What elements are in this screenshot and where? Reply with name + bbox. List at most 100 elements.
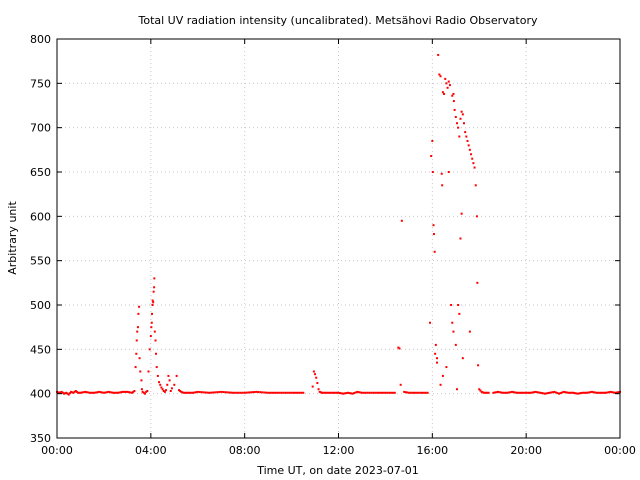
data-point (517, 391, 520, 394)
data-point (112, 391, 115, 394)
data-point (104, 391, 107, 394)
data-point (334, 391, 337, 394)
data-point (159, 383, 162, 386)
data-point (400, 219, 403, 222)
data-point (476, 281, 479, 284)
x-axis-label: Time UT, on date 2023-07-01 (256, 464, 419, 477)
data-point (72, 391, 75, 394)
data-point (208, 391, 211, 394)
data-point (465, 135, 468, 138)
data-point (214, 391, 217, 394)
data-point (528, 391, 531, 394)
x-tick-label: 00:00 (41, 444, 73, 457)
data-point (153, 286, 156, 289)
data-point (82, 391, 85, 394)
data-point (539, 391, 542, 394)
data-point (565, 391, 568, 394)
data-point (451, 94, 454, 97)
data-point (340, 392, 343, 395)
data-point (428, 321, 431, 324)
data-point (73, 390, 76, 393)
data-point (441, 374, 444, 377)
data-point (534, 390, 537, 393)
data-point (210, 391, 213, 394)
data-point (138, 305, 141, 308)
data-point (280, 391, 283, 394)
data-point (542, 392, 545, 395)
data-point (110, 391, 113, 394)
data-points (56, 53, 621, 396)
data-point (581, 391, 584, 394)
data-point (532, 391, 535, 394)
data-point (444, 77, 447, 80)
data-point (64, 392, 67, 395)
data-point (190, 391, 193, 394)
data-point (601, 391, 604, 394)
data-point (454, 116, 457, 119)
x-tick-label: 20:00 (510, 444, 542, 457)
y-axis-ticks: 350 400 450 500 550 600 650 700 750 800 (30, 33, 620, 445)
data-point (464, 131, 467, 134)
data-point (480, 390, 483, 393)
data-point (156, 374, 159, 377)
data-point (360, 391, 363, 394)
data-point (126, 390, 129, 393)
data-point (247, 391, 250, 394)
data-point (66, 392, 69, 395)
data-point (75, 390, 78, 393)
data-point (218, 391, 221, 394)
data-point (99, 391, 102, 394)
data-point (434, 343, 437, 346)
data-point (79, 391, 82, 394)
data-point (237, 391, 240, 394)
data-point (615, 391, 618, 394)
data-point (509, 391, 512, 394)
data-point (459, 237, 462, 240)
data-point (455, 388, 458, 391)
data-point (202, 391, 205, 394)
data-point (166, 383, 169, 386)
data-point (154, 339, 157, 342)
data-point (457, 126, 460, 129)
data-point (503, 391, 506, 394)
data-point (409, 391, 412, 394)
data-point (179, 390, 182, 393)
data-point (286, 391, 289, 394)
data-point (129, 391, 132, 394)
data-point (115, 391, 118, 394)
data-point (576, 392, 579, 395)
data-point (187, 391, 190, 394)
data-point (57, 391, 60, 394)
data-point (432, 224, 435, 227)
data-point (265, 391, 268, 394)
data-point (452, 100, 455, 103)
data-point (294, 391, 297, 394)
data-point (121, 390, 124, 393)
data-point (558, 392, 561, 395)
data-point (107, 390, 110, 393)
data-point (318, 390, 321, 393)
data-point (467, 144, 470, 147)
data-point (590, 390, 593, 393)
data-point (479, 389, 482, 392)
data-point (184, 391, 187, 394)
data-point (466, 139, 469, 142)
data-point (228, 391, 231, 394)
data-point (162, 390, 165, 393)
data-point (196, 390, 199, 393)
data-point (593, 391, 596, 394)
data-point (561, 391, 564, 394)
data-point (257, 391, 260, 394)
data-point (263, 391, 266, 394)
data-point (586, 391, 589, 394)
data-point (391, 391, 394, 394)
grid (57, 39, 620, 438)
data-point (193, 391, 196, 394)
data-point (445, 82, 448, 85)
data-point (471, 157, 474, 160)
data-point (380, 391, 383, 394)
data-point (468, 148, 471, 151)
data-point (364, 391, 367, 394)
data-point (300, 391, 303, 394)
data-point (343, 392, 346, 395)
